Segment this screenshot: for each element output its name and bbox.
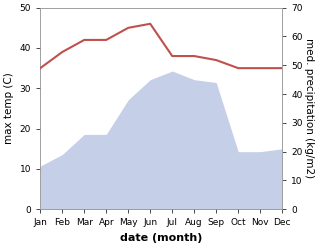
X-axis label: date (month): date (month) — [120, 233, 203, 243]
Y-axis label: max temp (C): max temp (C) — [4, 73, 14, 144]
Y-axis label: med. precipitation (kg/m2): med. precipitation (kg/m2) — [304, 38, 314, 179]
